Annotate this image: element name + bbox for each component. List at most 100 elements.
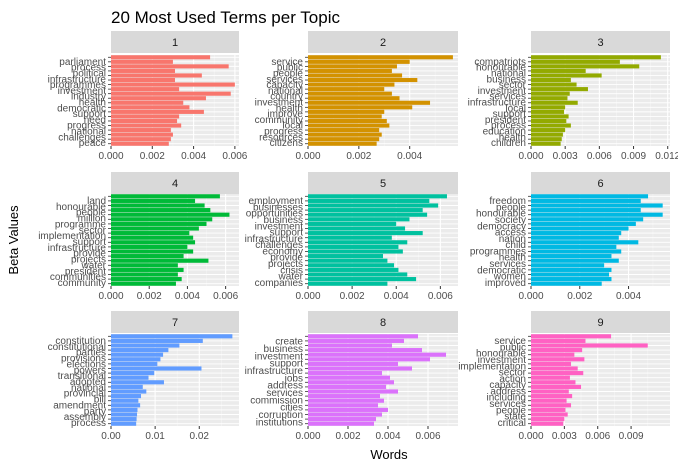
bar: [111, 141, 169, 146]
y-category-label: challenges: [58, 132, 106, 143]
x-tick-label: 0.02: [190, 431, 210, 442]
bar: [531, 105, 566, 110]
bar: [308, 380, 394, 385]
facet-panel-8: 8 0.000 0.002 0.004 0.006 createbusinessinves…: [245, 311, 458, 442]
bar: [308, 82, 395, 87]
y-category-label: national: [491, 69, 526, 80]
bar: [531, 343, 648, 348]
x-tick-label: 0.002: [567, 291, 592, 302]
y-category-label: infrastructure: [245, 366, 304, 377]
bar: [308, 361, 398, 366]
x-tick-label: 0.003: [553, 151, 578, 162]
y-category-label: projects: [268, 259, 303, 270]
bar: [531, 281, 602, 286]
y-category-label: constitution: [55, 336, 106, 347]
bar: [531, 421, 564, 426]
y-category-label: services: [266, 74, 303, 85]
y-category-label: crisis: [280, 265, 303, 276]
y-category-label: powers: [74, 365, 106, 376]
bar: [111, 361, 158, 366]
x-tick-label: 0.002: [340, 291, 365, 302]
bar: [111, 77, 175, 83]
x-tick-label: 0.000: [295, 151, 320, 162]
bar: [111, 412, 138, 417]
y-category-label: education: [483, 127, 526, 138]
facet-strip-label: 8: [380, 317, 386, 329]
y-category-label: transitional: [58, 371, 106, 382]
y-category-label: president: [485, 115, 526, 126]
bar: [531, 348, 583, 353]
y-category-label: process: [71, 63, 106, 74]
bar: [308, 91, 392, 96]
bar: [308, 123, 390, 128]
bar: [308, 267, 399, 272]
bar: [111, 59, 173, 64]
facet-panel-9: 9 0.000 0.003 0.006 0.009 servicepublichonour…: [458, 311, 670, 442]
y-category-label: democratic: [477, 265, 526, 276]
bar: [531, 375, 570, 380]
y-category-label: resources: [259, 132, 303, 143]
bar: [531, 384, 582, 389]
bar: [531, 380, 576, 385]
bar: [308, 109, 385, 114]
bar: [531, 208, 641, 213]
y-category-label: people: [76, 208, 106, 219]
bar: [531, 217, 644, 222]
bar: [308, 235, 392, 240]
x-tick-label: 0.004: [375, 431, 400, 442]
y-category-label: implementation: [38, 231, 106, 242]
y-category-label: children: [491, 138, 526, 149]
y-category-label: national: [71, 383, 106, 394]
bar: [531, 249, 622, 254]
y-category-label: health: [499, 132, 526, 143]
y-category-label: sector: [79, 225, 107, 236]
y-category-label: people: [496, 202, 526, 213]
x-tick-label: 0.002: [335, 431, 360, 442]
y-category-label: health: [79, 98, 106, 109]
y-category-label: economy: [262, 246, 303, 257]
bar: [308, 398, 384, 403]
bar: [308, 105, 413, 110]
bar: [308, 128, 380, 133]
bar: [111, 334, 233, 339]
y-category-label: employment: [249, 196, 304, 207]
bar: [308, 394, 380, 399]
bar: [308, 348, 422, 353]
facet-strip: [531, 31, 670, 53]
bar: [308, 226, 406, 231]
bar: [111, 258, 209, 263]
x-tick-label: 0.003: [552, 431, 577, 442]
bar: [308, 244, 399, 249]
bar: [111, 371, 155, 376]
bar: [531, 263, 605, 268]
y-category-label: land: [87, 196, 106, 207]
bar: [531, 82, 577, 87]
bar: [531, 267, 612, 272]
x-tick-label: 0.004: [175, 291, 200, 302]
bar: [111, 231, 190, 236]
panel-background: [531, 334, 670, 426]
bar: [111, 82, 235, 87]
y-category-label: democratic: [57, 103, 106, 114]
y-category-label: amendment: [53, 400, 106, 411]
bar: [111, 398, 139, 403]
y-category-label: president: [65, 266, 106, 277]
bar: [111, 254, 184, 259]
bar: [531, 244, 617, 249]
x-tick-label: 0.002: [137, 291, 162, 302]
panel-background: [308, 55, 458, 146]
bar: [308, 403, 378, 408]
x-tick-label: 0.002: [346, 151, 371, 162]
bar: [111, 128, 171, 133]
bar: [531, 203, 663, 208]
bar: [308, 64, 397, 69]
bar: [308, 240, 408, 245]
facet-strip-label: 9: [597, 317, 603, 329]
facet-strip-label: 3: [597, 37, 603, 49]
y-category-label: service: [494, 336, 526, 347]
facet-panels: 10.000 0.002 0.004 0.006parliamentprocesspo…: [38, 31, 678, 442]
y-category-label: companies: [255, 278, 303, 289]
facet-strip-label: 7: [172, 317, 178, 329]
y-category-label: state: [504, 412, 526, 423]
